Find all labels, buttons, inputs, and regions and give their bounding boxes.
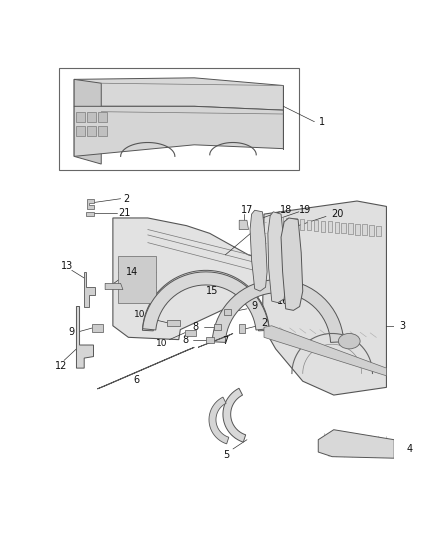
- Bar: [376, 225, 381, 237]
- Polygon shape: [281, 218, 303, 310]
- Bar: [87, 126, 96, 136]
- Bar: [279, 217, 283, 228]
- Polygon shape: [268, 212, 286, 303]
- Polygon shape: [74, 106, 283, 156]
- Polygon shape: [118, 256, 155, 303]
- Bar: [335, 222, 339, 233]
- Polygon shape: [209, 397, 229, 444]
- Text: 7: 7: [222, 336, 228, 346]
- Text: 2: 2: [261, 318, 267, 328]
- Bar: [349, 223, 353, 234]
- Bar: [342, 223, 346, 233]
- Polygon shape: [318, 430, 394, 458]
- Polygon shape: [105, 284, 123, 289]
- Text: 8: 8: [182, 335, 188, 345]
- Polygon shape: [74, 79, 101, 164]
- Bar: [362, 224, 367, 235]
- Bar: [314, 220, 318, 231]
- Text: 13: 13: [61, 261, 73, 271]
- Bar: [321, 221, 325, 231]
- Polygon shape: [167, 320, 180, 326]
- Ellipse shape: [339, 334, 360, 349]
- Bar: [77, 112, 85, 123]
- Bar: [356, 224, 360, 235]
- Polygon shape: [185, 329, 196, 336]
- Text: 1: 1: [319, 117, 325, 127]
- Bar: [300, 219, 304, 230]
- Text: 20: 20: [332, 209, 344, 219]
- Text: 21: 21: [118, 208, 131, 219]
- Bar: [59, 68, 299, 170]
- Polygon shape: [239, 324, 245, 334]
- Bar: [328, 221, 332, 232]
- Text: 18: 18: [279, 205, 292, 215]
- Text: 5: 5: [224, 450, 230, 460]
- Polygon shape: [142, 270, 269, 331]
- Polygon shape: [74, 78, 283, 110]
- Polygon shape: [239, 220, 248, 230]
- Polygon shape: [224, 309, 231, 315]
- Polygon shape: [250, 210, 267, 291]
- Text: 2: 2: [124, 193, 130, 204]
- Text: 10: 10: [134, 311, 146, 319]
- Bar: [98, 112, 107, 123]
- Text: 4: 4: [406, 444, 413, 454]
- Bar: [98, 126, 107, 136]
- Text: 14: 14: [126, 267, 138, 277]
- Text: 19: 19: [299, 205, 311, 215]
- Text: 17: 17: [241, 205, 253, 215]
- Polygon shape: [97, 348, 194, 389]
- Bar: [307, 220, 311, 230]
- Bar: [77, 126, 85, 136]
- Text: 9: 9: [252, 301, 258, 311]
- Bar: [272, 216, 276, 227]
- Text: 8: 8: [193, 322, 199, 332]
- Bar: [293, 219, 297, 229]
- Text: 16: 16: [277, 296, 290, 306]
- Polygon shape: [223, 388, 246, 442]
- Polygon shape: [86, 212, 93, 216]
- Text: 10: 10: [156, 339, 167, 348]
- Text: 11: 11: [254, 223, 266, 233]
- Polygon shape: [264, 326, 386, 376]
- Text: 6: 6: [133, 375, 139, 385]
- Polygon shape: [87, 199, 93, 209]
- Bar: [87, 112, 96, 123]
- Polygon shape: [262, 201, 386, 395]
- Polygon shape: [206, 337, 214, 343]
- Text: 15: 15: [206, 286, 218, 296]
- Polygon shape: [212, 280, 344, 342]
- Polygon shape: [198, 334, 233, 348]
- Polygon shape: [77, 306, 93, 368]
- Bar: [286, 217, 290, 229]
- Bar: [369, 225, 374, 236]
- Polygon shape: [113, 218, 281, 340]
- Text: 12: 12: [55, 361, 67, 371]
- Text: 9: 9: [69, 327, 75, 337]
- Polygon shape: [214, 324, 221, 330]
- Polygon shape: [92, 324, 103, 332]
- Text: 3: 3: [399, 321, 405, 331]
- Polygon shape: [84, 272, 95, 306]
- Polygon shape: [143, 272, 269, 330]
